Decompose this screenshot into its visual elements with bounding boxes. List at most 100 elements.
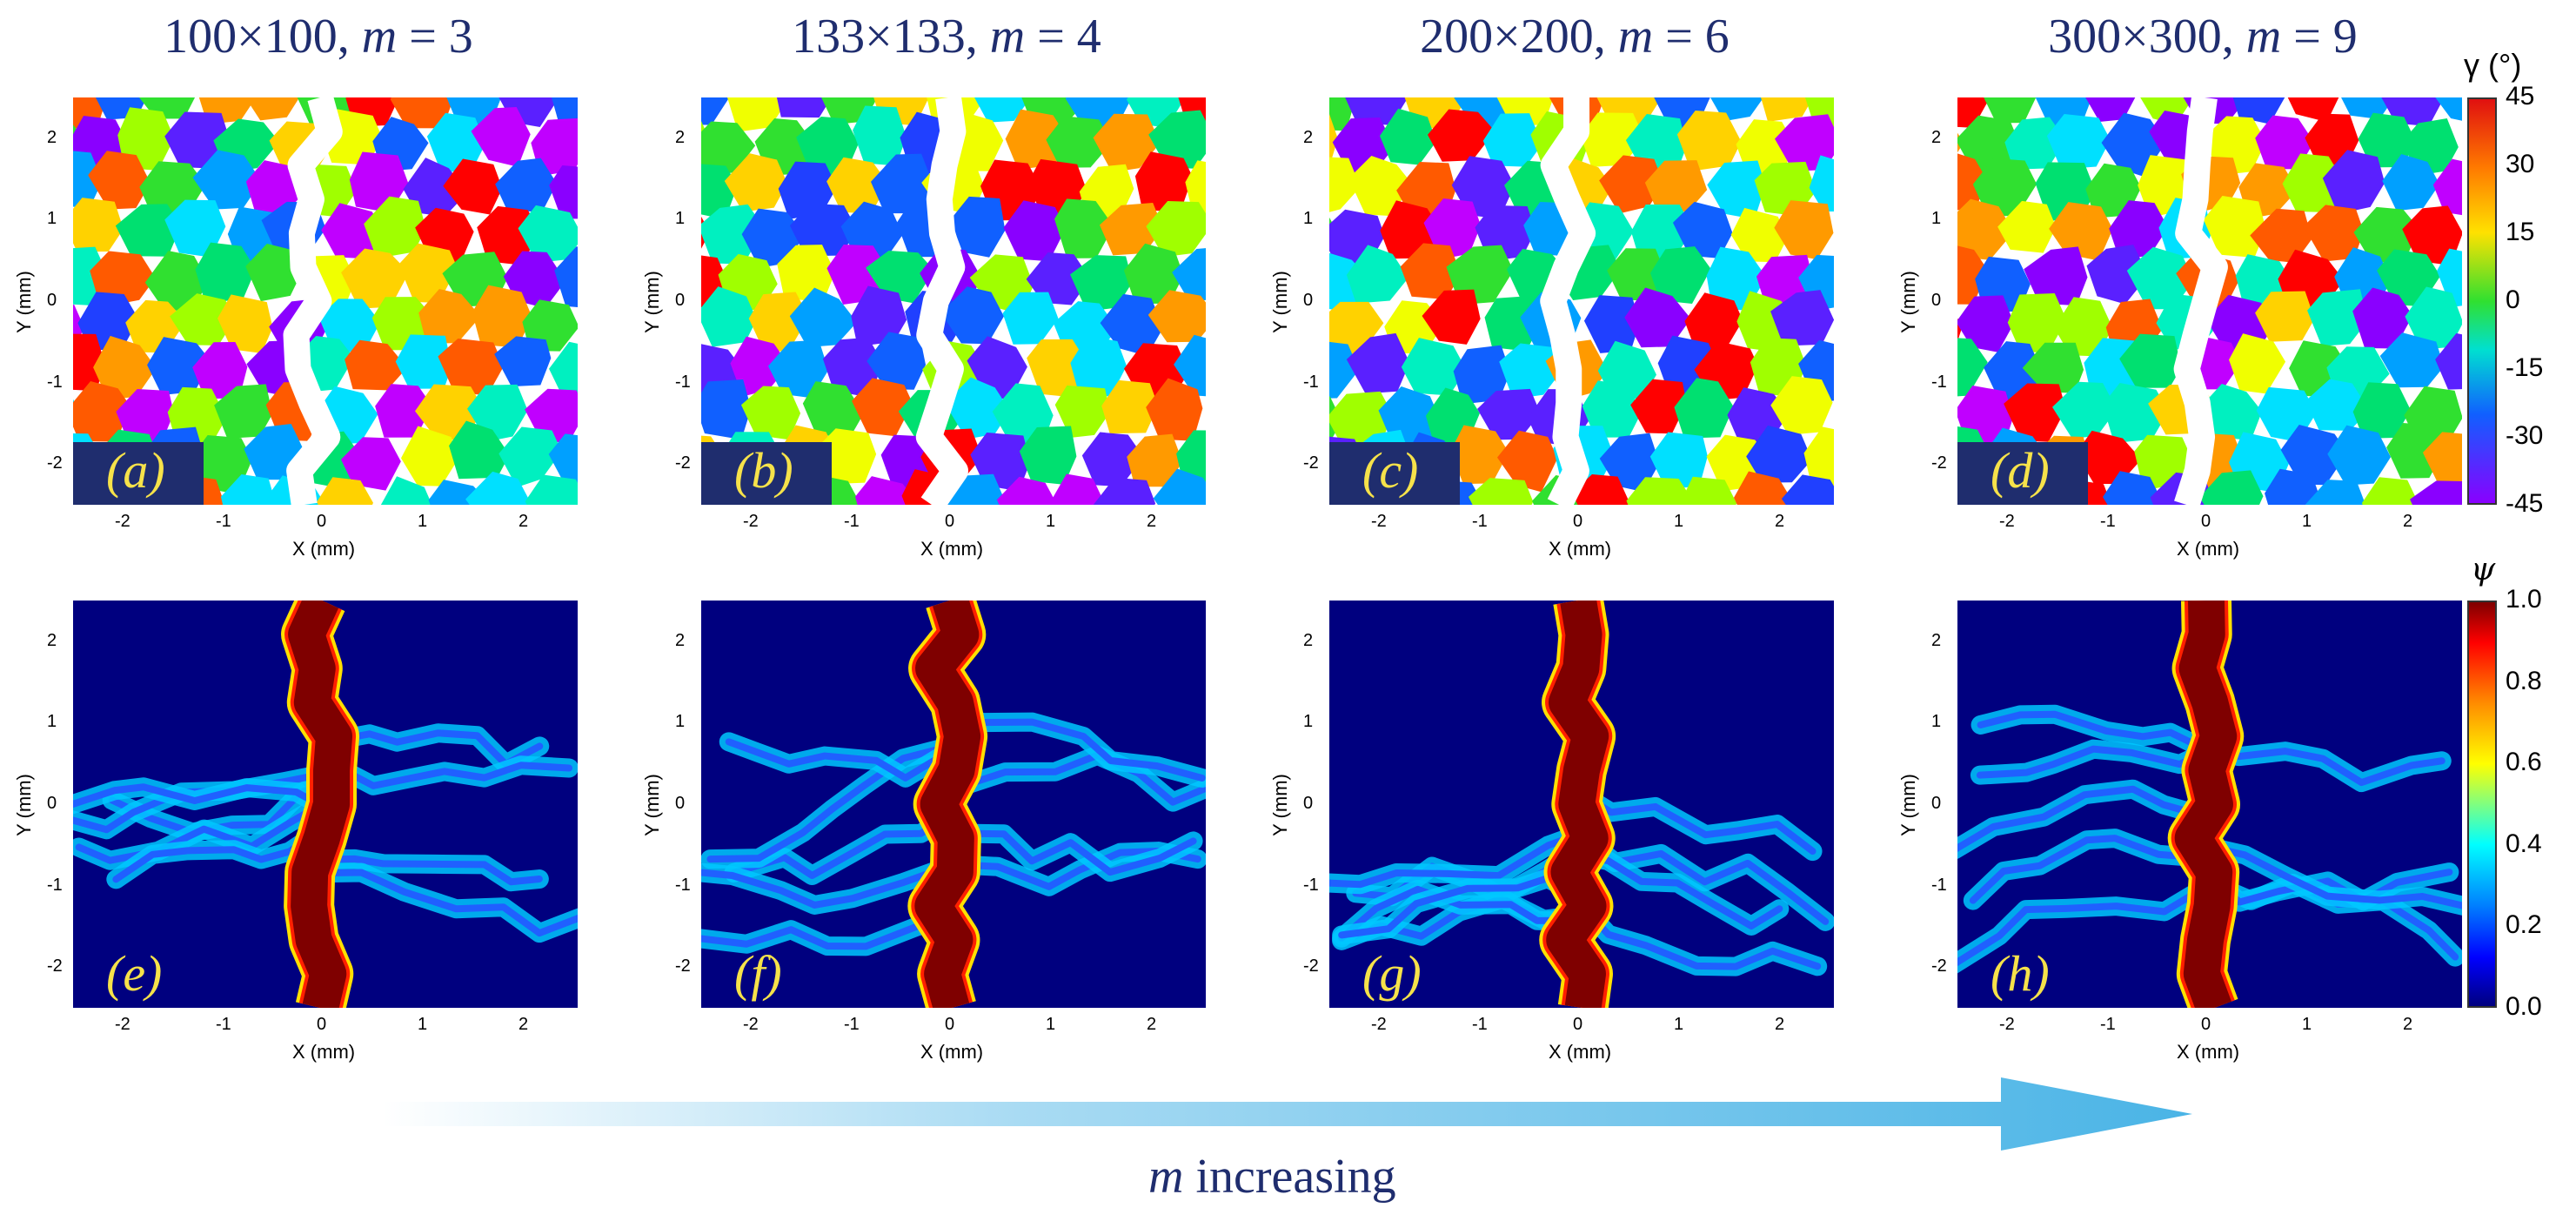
- y-axis-label: Y (mm): [12, 271, 35, 333]
- y-tick-label: -2: [47, 453, 63, 473]
- y-axis-label: Y (mm): [1897, 271, 1919, 333]
- colorbar-tick-label: 0.0: [2506, 992, 2542, 1021]
- colorbar-tick-label: -45: [2506, 489, 2544, 518]
- x-tick-label: -2: [115, 512, 130, 531]
- colorbar-tick-label: 0.2: [2506, 910, 2542, 940]
- x-tick-label: -1: [844, 1015, 860, 1034]
- y-axis-label: Y (mm): [1268, 271, 1291, 333]
- column-title-1: 100×100, m = 3: [164, 10, 473, 64]
- x-tick-label: -1: [844, 512, 860, 531]
- y-tick-label: -2: [1303, 956, 1319, 976]
- x-tick-label: -2: [1371, 1015, 1387, 1034]
- damage-panel-label: (e): [106, 945, 163, 1002]
- y-tick-label: 1: [1303, 209, 1314, 229]
- colorbar-tick-label: -15: [2506, 353, 2544, 382]
- colorbar-tick-label: 0.4: [2506, 829, 2542, 858]
- panel-label-box: [1957, 442, 2088, 505]
- grain-map-panel-2: [701, 97, 1206, 505]
- x-tick-label: 0: [2201, 512, 2211, 531]
- x-tick-label: -2: [1999, 1015, 2015, 1034]
- y-tick-label: 2: [47, 127, 57, 147]
- y-tick-label: 1: [675, 209, 686, 229]
- x-tick-label: 2: [1147, 1015, 1157, 1034]
- y-tick-label: 2: [47, 630, 57, 650]
- x-axis-label: X (mm): [920, 538, 984, 560]
- x-tick-label: 0: [317, 512, 327, 531]
- damage-map-panel-3: [1329, 601, 1834, 1008]
- panel-label-box: [1329, 442, 1460, 505]
- x-tick-label: -2: [1999, 512, 2015, 531]
- x-tick-label: 0: [2201, 1015, 2211, 1034]
- y-axis-label: Y (mm): [640, 774, 663, 836]
- y-axis-label: Y (mm): [12, 774, 35, 836]
- y-tick-label: 0: [1303, 291, 1314, 310]
- m-increasing-arrow: [383, 1077, 2192, 1151]
- x-axis-label: X (mm): [2177, 1041, 2240, 1063]
- x-tick-label: -2: [743, 1015, 759, 1034]
- y-tick-label: -1: [1303, 372, 1319, 392]
- y-axis-label: Y (mm): [1268, 774, 1291, 836]
- x-tick-label: 0: [945, 512, 955, 531]
- x-axis-label: X (mm): [292, 538, 356, 560]
- x-tick-label: 0: [317, 1015, 327, 1034]
- y-axis-label: Y (mm): [640, 271, 663, 333]
- x-axis-label: X (mm): [292, 1041, 356, 1063]
- x-tick-label: -2: [1371, 512, 1387, 531]
- damage-panel-label: (h): [1991, 945, 2050, 1002]
- colorbar-tick-label: 0: [2506, 285, 2520, 314]
- x-tick-label: -1: [1472, 1015, 1488, 1034]
- y-tick-label: 2: [675, 127, 686, 147]
- y-tick-label: 1: [1303, 712, 1314, 732]
- y-tick-label: 0: [1931, 291, 1942, 310]
- psi-colorbar: [2467, 601, 2497, 1008]
- panel-label-box: [73, 442, 204, 505]
- x-tick-label: -2: [115, 1015, 130, 1034]
- x-tick-label: 2: [2403, 512, 2413, 531]
- x-tick-label: -1: [216, 512, 231, 531]
- x-tick-label: 1: [418, 1015, 428, 1034]
- panel-label-box: [701, 442, 832, 505]
- y-axis-label: Y (mm): [1897, 774, 1919, 836]
- damage-map-panel-4: [1957, 601, 2462, 1008]
- x-tick-label: 2: [519, 512, 529, 531]
- x-axis-label: X (mm): [1549, 1041, 1612, 1063]
- x-tick-label: 1: [2302, 1015, 2312, 1034]
- y-tick-label: 0: [47, 291, 57, 310]
- colorbar-tick-label: 1.0: [2506, 585, 2542, 614]
- x-axis-label: X (mm): [1549, 538, 1612, 560]
- colorbar-tick-label: 0.8: [2506, 666, 2542, 695]
- y-tick-label: 0: [1931, 794, 1942, 813]
- damage-panel-label: (f): [734, 945, 782, 1002]
- y-tick-label: 1: [47, 209, 57, 229]
- y-tick-label: -1: [675, 875, 691, 895]
- colorbar-tick-label: 15: [2506, 218, 2535, 246]
- y-tick-label: -2: [1931, 453, 1947, 473]
- x-tick-label: 1: [1046, 512, 1056, 531]
- x-tick-label: 0: [1573, 512, 1583, 531]
- y-tick-label: -1: [1931, 372, 1947, 392]
- x-tick-label: 1: [2302, 512, 2312, 531]
- y-tick-label: 1: [47, 712, 57, 732]
- x-tick-label: -1: [216, 1015, 231, 1034]
- x-tick-label: -1: [2100, 1015, 2116, 1034]
- m-increasing-label: m increasing: [1148, 1150, 1396, 1204]
- x-tick-label: 1: [1674, 512, 1684, 531]
- column-title-4: 300×300, m = 9: [2048, 10, 2358, 64]
- y-tick-label: 0: [1303, 794, 1314, 813]
- column-title-2: 133×133, m = 4: [792, 10, 1101, 64]
- grain-panel-label: (b): [734, 442, 793, 499]
- y-tick-label: 0: [675, 794, 686, 813]
- grain-panel-label: (d): [1991, 442, 2050, 499]
- y-tick-label: 2: [1303, 127, 1314, 147]
- y-tick-label: -1: [47, 875, 63, 895]
- x-tick-label: 0: [945, 1015, 955, 1034]
- colorbar-tick-label: 30: [2506, 150, 2535, 178]
- x-axis-label: X (mm): [2177, 538, 2240, 560]
- x-tick-label: 1: [418, 512, 428, 531]
- y-tick-label: -2: [47, 956, 63, 976]
- x-tick-label: 2: [2403, 1015, 2413, 1034]
- colorbar-tick-label: 45: [2506, 82, 2535, 111]
- y-tick-label: 2: [1303, 630, 1314, 650]
- y-tick-label: -1: [675, 372, 691, 392]
- grain-map-panel-4: [1957, 97, 2462, 505]
